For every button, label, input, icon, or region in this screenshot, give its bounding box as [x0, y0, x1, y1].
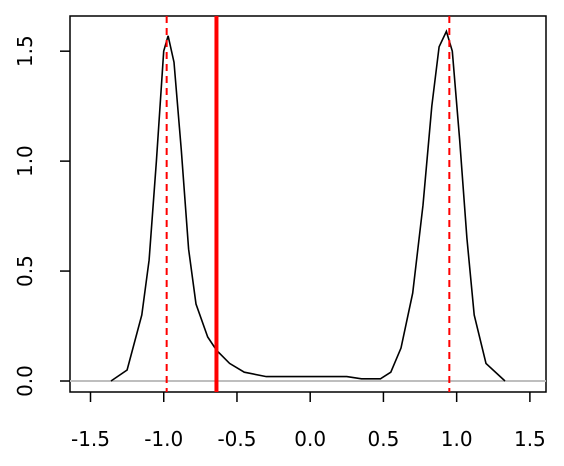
x-tick-label: 0.5 — [368, 427, 400, 451]
x-tick-label: 0.0 — [294, 427, 326, 451]
plot-frame — [69, 15, 547, 393]
x-tick-label: 1.0 — [441, 427, 473, 451]
y-tick-label: 1.5 — [13, 35, 37, 67]
density-curve — [110, 29, 506, 382]
y-tick-label: 0.0 — [13, 365, 37, 397]
y-tick-label: 1.0 — [13, 145, 37, 177]
x-tick-label: 1.5 — [514, 427, 546, 451]
x-tick-label: -1.0 — [144, 427, 183, 451]
y-tick-label: 0.5 — [13, 255, 37, 287]
x-tick-label: -0.5 — [217, 427, 256, 451]
x-tick-label: -1.5 — [71, 427, 110, 451]
